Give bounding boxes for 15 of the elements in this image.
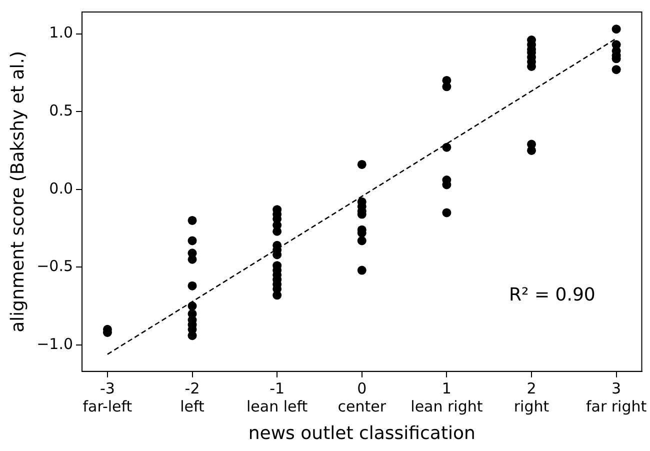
x-tick-label: 3 far right [586,379,647,416]
y-tick-label: −0.5 [36,257,74,276]
x-axis-title: news outlet classification [248,422,476,444]
x-tick-label: -2 left [180,379,205,416]
x-tick-label: 2 right [514,379,550,416]
y-tick-label: 0.0 [49,179,74,198]
annotation: R² = 0.90 [509,284,596,306]
y-axis-title: alignment score (Bakshy et al.) [7,51,28,332]
x-tick-label: -1 lean left [246,379,308,416]
x-tick-label: 0 center [338,379,387,416]
y-tick-label: 0.5 [49,101,74,120]
x-tick-label: 1 lean right [410,379,483,416]
x-tick-label: -3 far-left [82,379,132,416]
y-tick-label: 1.0 [49,24,74,42]
y-tick-label: −1.0 [36,334,74,353]
